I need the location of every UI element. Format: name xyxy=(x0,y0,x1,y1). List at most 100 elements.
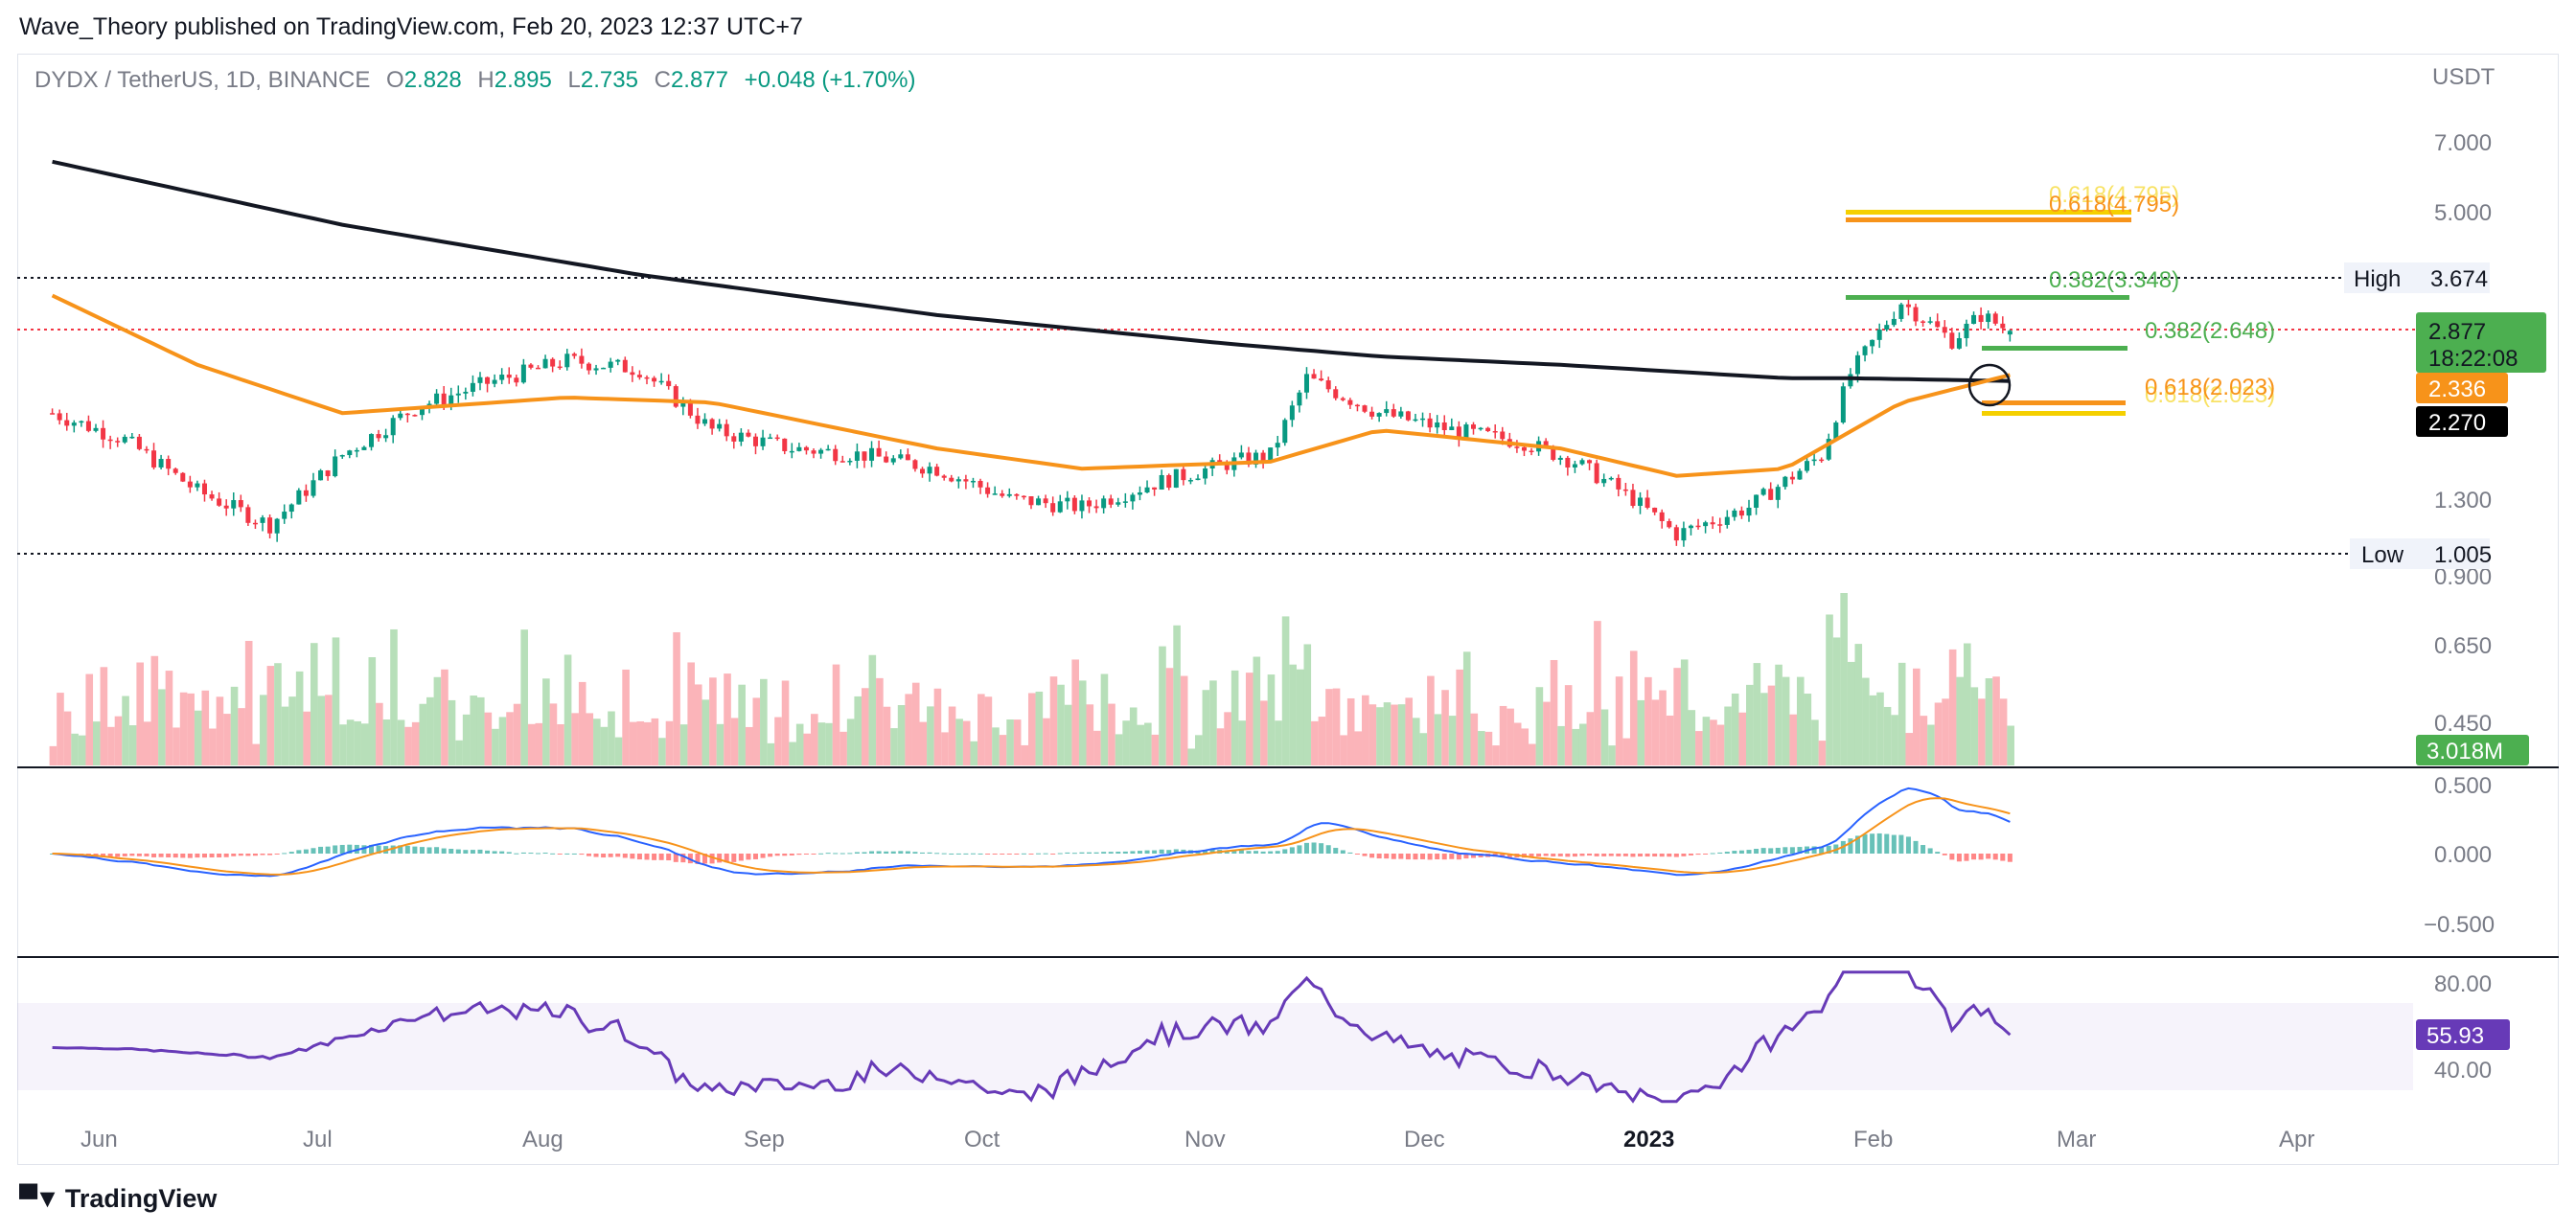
fib-line-2023-lower[interactable] xyxy=(1982,411,2126,416)
volume-bar xyxy=(281,706,289,765)
macd-histogram-bar xyxy=(963,853,969,855)
macd-histogram-bar xyxy=(1137,851,1142,854)
volume-bar xyxy=(1535,687,1544,765)
candle-body xyxy=(1420,418,1426,421)
candle-body xyxy=(1203,468,1208,479)
volume-bar xyxy=(1883,706,1892,765)
volume-bar xyxy=(854,696,862,765)
candle-body xyxy=(1942,327,1947,333)
candle-body xyxy=(1587,460,1593,464)
macd-histogram-bar xyxy=(970,853,976,855)
macd-histogram-bar xyxy=(1289,847,1295,854)
candle-body xyxy=(354,449,359,452)
candle-body xyxy=(658,380,664,383)
macd-histogram-bar xyxy=(746,854,751,860)
macd-histogram-bar xyxy=(652,854,657,860)
macd-histogram-bar xyxy=(231,854,237,856)
candle-body xyxy=(506,375,512,378)
macd-histogram-bar xyxy=(209,854,215,858)
volume-bar xyxy=(789,741,796,765)
macd-histogram-bar xyxy=(608,854,613,857)
candle-body xyxy=(1108,498,1114,505)
rsi-series xyxy=(52,970,2012,1104)
candle-body xyxy=(1601,478,1607,484)
macd-histogram-bar xyxy=(825,853,831,855)
macd-histogram-bar xyxy=(122,854,127,856)
volume-bar xyxy=(1397,704,1406,765)
macd-histogram-bar xyxy=(666,854,672,861)
symbol-name[interactable]: DYDX / TetherUS, 1D, BINANCE xyxy=(34,67,371,93)
candle-body xyxy=(803,446,809,451)
macd-histogram-bar xyxy=(601,854,607,858)
volume-bar xyxy=(1948,649,1957,765)
volume-bar xyxy=(1049,676,1058,765)
macd-histogram-bar xyxy=(709,854,715,864)
macd-histogram-bar xyxy=(419,847,425,854)
time-tick: Feb xyxy=(1853,1127,1893,1152)
volume-bar xyxy=(252,743,261,765)
macd-histogram-bar xyxy=(1275,851,1280,854)
candle-body xyxy=(260,517,265,523)
volume-bar xyxy=(774,717,782,765)
fib-line-2023[interactable] xyxy=(1982,400,2126,405)
candle-body xyxy=(1398,411,1404,417)
volume-bar xyxy=(201,690,210,765)
candle-body xyxy=(1325,380,1331,390)
macd-histogram-bar xyxy=(557,854,563,855)
macd-histogram-bar xyxy=(1876,833,1882,854)
volume-bar xyxy=(1942,698,1949,765)
candle-body xyxy=(680,401,686,407)
rsi-tick: 40.00 xyxy=(2434,1058,2492,1084)
volume-bar xyxy=(1216,728,1225,765)
fib-line-3348[interactable] xyxy=(1846,295,2129,300)
candle-body xyxy=(717,423,723,429)
volume-bar xyxy=(1746,684,1754,765)
candle-body xyxy=(992,493,998,495)
volume-bar xyxy=(694,684,702,765)
chart-frame xyxy=(17,54,2559,1165)
volume-bar xyxy=(1209,680,1217,765)
candle-body xyxy=(1738,510,1744,516)
candle-body xyxy=(1195,478,1201,481)
macd-histogram-bar xyxy=(333,845,338,854)
candle-body xyxy=(1594,463,1599,484)
volume-bar xyxy=(354,720,361,765)
volume-bar xyxy=(266,666,275,765)
volume-bar xyxy=(658,738,666,765)
volume-bar xyxy=(1506,708,1514,765)
candle-body xyxy=(1681,528,1687,541)
volume-bar xyxy=(840,731,847,765)
candle-body xyxy=(1065,497,1070,502)
fib-line-2648[interactable] xyxy=(1982,346,2128,351)
macd-histogram-bar xyxy=(738,854,744,861)
macd-histogram-bar xyxy=(884,851,889,854)
symbol-legend[interactable]: DYDX / TetherUS, 1D, BINANCE O2.828 H2.8… xyxy=(34,67,915,94)
candle-body xyxy=(644,376,650,379)
candle-body xyxy=(542,358,548,369)
fib-line-4795[interactable] xyxy=(1846,217,2131,222)
volume-bar xyxy=(1412,718,1420,765)
volume-bar xyxy=(1826,614,1833,765)
macd-histogram-bar xyxy=(1760,848,1766,854)
high-tag-label: High xyxy=(2354,266,2401,292)
tradingview-brand[interactable]: ▀▼ TradingView xyxy=(19,1184,217,1214)
cross-marker-circle[interactable] xyxy=(1967,363,2012,407)
rsi-tag-value: 55.93 xyxy=(2426,1023,2484,1049)
candle-body xyxy=(245,507,251,523)
macd-histogram-bar xyxy=(1536,854,1542,857)
candle-body xyxy=(1688,525,1693,529)
volume-bar xyxy=(382,719,391,765)
candle-body xyxy=(455,393,461,396)
volume-bar xyxy=(506,712,514,765)
macd-histogram-bar xyxy=(1268,851,1274,854)
fib-line-4795-upper[interactable] xyxy=(1846,210,2131,215)
candle-body xyxy=(1254,452,1259,465)
currency-label: USDT xyxy=(2432,64,2496,90)
candle-body xyxy=(615,359,621,362)
candle-body xyxy=(195,483,200,488)
bar-countdown: 18:22:08 xyxy=(2428,346,2518,372)
candle-body xyxy=(876,447,882,457)
candle-body xyxy=(890,458,896,463)
low-value: 2.735 xyxy=(580,67,638,93)
